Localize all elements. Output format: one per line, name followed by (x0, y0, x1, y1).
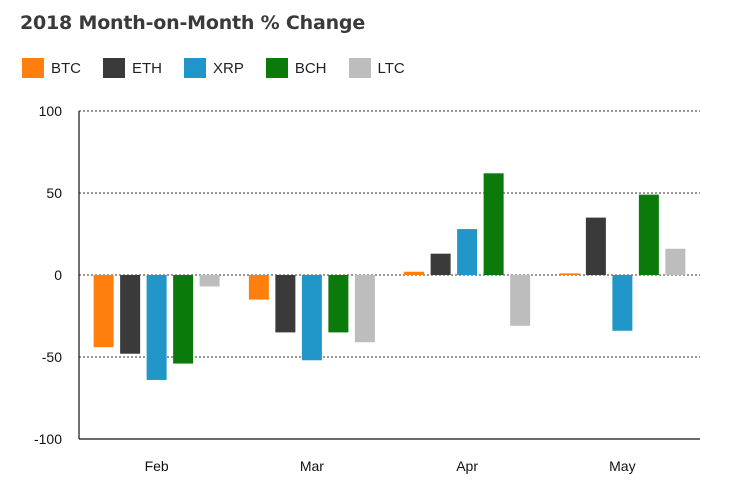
legend-item-bch[interactable]: BCH (265, 58, 327, 78)
legend-item-ltc[interactable]: LTC (348, 58, 405, 78)
bar-ltc-apr (510, 275, 531, 326)
chart-title: 2018 Month-on-Month % Change (20, 12, 366, 34)
bar-xrp-may (612, 275, 633, 331)
legend-item-eth[interactable]: ETH (103, 58, 162, 78)
x-tick-label: Feb (145, 458, 169, 474)
bar-btc-apr (404, 271, 425, 275)
x-tick-label: May (609, 458, 635, 474)
bar-xrp-mar (301, 275, 322, 361)
legend-swatch-eth (103, 58, 125, 78)
bar-ltc-feb (199, 275, 220, 287)
legend: BTC ETH XRP BCH LTC (22, 58, 427, 78)
bar-bch-feb (173, 275, 194, 364)
legend-swatch-ltc (348, 58, 371, 78)
bar-bch-mar (328, 275, 349, 333)
y-tick-label: 50 (46, 185, 62, 201)
x-tick-label: Mar (300, 458, 324, 474)
y-tick-label: 0 (54, 267, 62, 283)
bar-xrp-feb (146, 275, 167, 380)
legend-label-ltc: LTC (377, 59, 405, 77)
bar-ltc-mar (354, 275, 375, 343)
legend-swatch-bch (265, 58, 288, 78)
bar-bch-may (638, 194, 659, 275)
bar-btc-feb (93, 275, 114, 348)
y-tick-label: 100 (39, 103, 63, 119)
legend-label-xrp: XRP (213, 59, 244, 77)
bar-btc-may (559, 273, 580, 275)
x-tick-label: Apr (456, 458, 478, 474)
legend-swatch-xrp (184, 58, 206, 78)
bar-eth-apr (430, 253, 451, 275)
y-tick-label: -100 (34, 431, 62, 447)
legend-item-btc[interactable]: BTC (22, 58, 81, 78)
legend-label-bch: BCH (294, 59, 327, 77)
legend-label-btc: BTC (51, 59, 81, 77)
bar-eth-may (585, 217, 606, 275)
bar-ltc-may (665, 248, 686, 275)
legend-item-xrp[interactable]: XRP (184, 58, 244, 78)
legend-label-eth: ETH (132, 59, 162, 77)
bar-xrp-apr (457, 229, 478, 275)
bar-eth-mar (275, 275, 296, 333)
bar-btc-mar (248, 275, 269, 300)
legend-swatch-btc (22, 58, 44, 78)
bar-eth-feb (120, 275, 141, 354)
y-tick-label: -50 (42, 349, 62, 365)
bar-bch-apr (483, 173, 504, 275)
